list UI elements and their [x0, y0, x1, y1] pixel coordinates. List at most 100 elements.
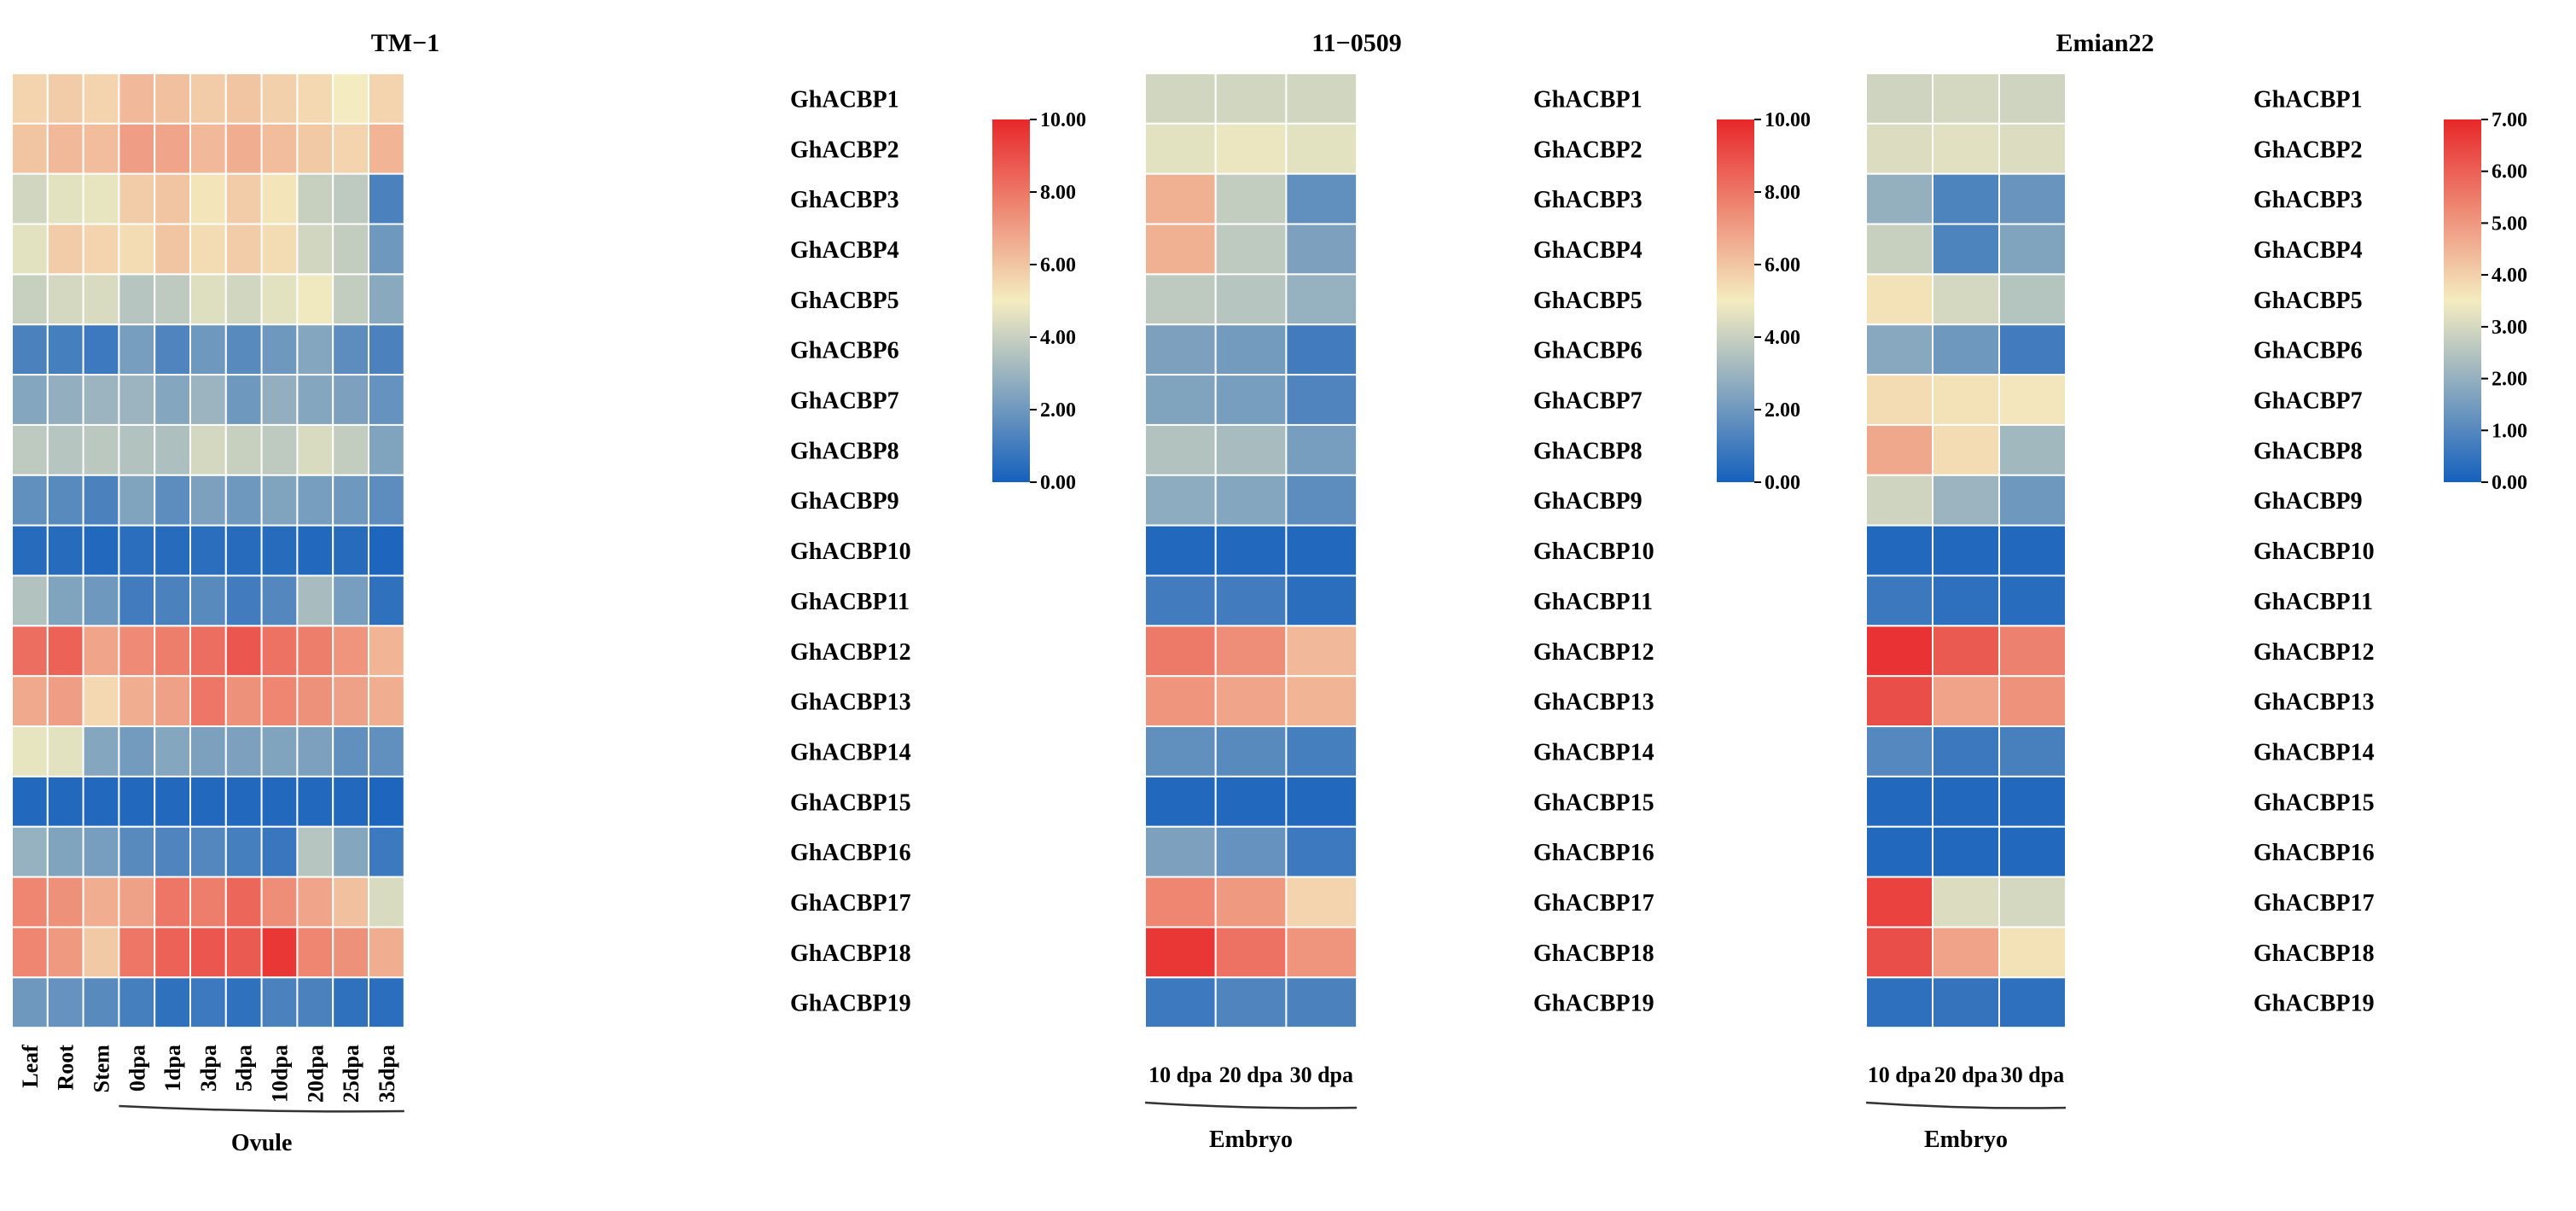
heatmap-cell — [189, 423, 227, 476]
heatmap-cell — [82, 524, 120, 577]
heatmap-cell — [118, 825, 156, 878]
row-label: GhACBP2 — [790, 137, 899, 163]
heatmap-cell — [1214, 574, 1288, 627]
row-label: GhACBP10 — [790, 539, 911, 565]
heatmap-cell — [1214, 825, 1288, 878]
heatmap-cell — [11, 725, 49, 777]
heatmap-cell — [46, 825, 84, 878]
colorbar — [992, 119, 1030, 482]
heatmap-cell — [11, 374, 49, 426]
row-label: GhACBP15 — [790, 789, 911, 816]
heatmap-cell — [154, 976, 191, 1029]
heatmap-cell — [82, 675, 120, 728]
group-bracket — [119, 1104, 404, 1113]
row-label: GhACBP17 — [2253, 890, 2375, 917]
heatmap-cell — [1144, 223, 1217, 276]
heatmap-cell — [1214, 675, 1288, 728]
heatmap-cell — [11, 524, 49, 577]
heatmap-cell — [189, 976, 227, 1029]
heatmap-cell — [1214, 323, 1288, 376]
heatmap-cell — [224, 73, 263, 125]
heatmap-cell — [1144, 675, 1217, 728]
row-label: GhACBP12 — [2253, 639, 2375, 666]
heatmap-cell — [368, 223, 405, 276]
heatmap-cell — [224, 775, 263, 828]
row-label: GhACBP5 — [790, 288, 899, 314]
heatmap-cell — [1214, 73, 1288, 125]
heatmap-cell — [11, 273, 49, 326]
heatmap-cell — [1214, 474, 1288, 527]
heatmap-cell — [1144, 273, 1217, 326]
heatmap-cell — [224, 273, 263, 326]
row-label: GhACBP15 — [2253, 789, 2375, 816]
colorbar-tick-label: 4.00 — [2492, 265, 2527, 287]
heatmap-cell — [296, 625, 334, 678]
panel-tm1: TM−1 GhACBP1 GhACBP2 GhACBP3 GhACBP4 GhACBP5 G… — [11, 29, 1086, 1156]
colorbar-tick-label: 2.00 — [2492, 369, 2527, 391]
heatmap-cell — [1998, 474, 2067, 527]
heatmap-cell — [154, 524, 191, 577]
heatmap-cell — [189, 625, 227, 678]
heatmap-cell — [11, 423, 49, 476]
heatmap-cell — [189, 172, 227, 225]
heatmap-cell — [1865, 273, 1933, 326]
heatmap-cell — [118, 273, 156, 326]
heatmap-cell — [82, 825, 120, 878]
heatmap-cell — [296, 172, 334, 225]
heatmap-cell — [154, 675, 191, 728]
heatmap-cell — [260, 725, 299, 777]
heatmap-cell — [260, 423, 299, 476]
heatmap-cell — [260, 223, 299, 276]
heatmap-cell — [368, 524, 405, 577]
heatmap-cell — [11, 675, 49, 728]
heatmap-cell — [1214, 223, 1288, 276]
heatmap-cell — [368, 574, 405, 627]
row-label: GhACBP5 — [1533, 288, 1643, 314]
heatmap-cell — [189, 474, 227, 527]
heatmap-cell — [46, 725, 84, 777]
colorbar-tick-label: 0.00 — [2492, 472, 2527, 494]
row-label: GhACBP16 — [1533, 840, 1654, 866]
heatmap-cell — [118, 122, 156, 175]
heatmap-cell — [1144, 172, 1217, 225]
heatmap-cell — [368, 876, 405, 929]
heatmap-cell — [118, 323, 156, 376]
heatmap-cell — [260, 675, 299, 728]
heatmap-cell — [296, 474, 334, 527]
heatmap-cell — [1214, 423, 1288, 476]
row-label: GhACBP19 — [1533, 991, 1654, 1017]
heatmap-cell — [154, 625, 191, 678]
heatmap-cell — [1865, 223, 1933, 276]
heatmap-cell — [296, 73, 334, 125]
heatmap-cell — [154, 423, 191, 476]
heatmap-cell — [189, 223, 227, 276]
heatmap-cell — [332, 172, 370, 225]
heatmap-cell — [11, 323, 49, 376]
heatmap-cell — [1865, 876, 1933, 929]
heatmap-cell — [118, 474, 156, 527]
heatmap-cell — [224, 423, 263, 476]
row-label: GhACBP12 — [790, 639, 911, 666]
heatmap-cell — [82, 775, 120, 828]
heatmap-cell — [1932, 423, 2000, 476]
row-label: GhACBP10 — [1533, 539, 1654, 565]
column-label: 0dpa — [125, 1045, 149, 1092]
panel-title: Emian22 — [2056, 29, 2154, 57]
heatmap-cell — [1865, 926, 1933, 979]
heatmap-cell — [1285, 725, 1358, 777]
heatmap-cell — [46, 574, 84, 627]
heatmap-cell — [1285, 273, 1358, 326]
heatmap-cell — [260, 172, 299, 225]
heatmap-cell — [368, 73, 405, 125]
heatmap-cell — [189, 273, 227, 326]
group-bracket — [1144, 1101, 1358, 1109]
row-label: GhACBP13 — [2253, 690, 2375, 716]
heatmap-cell — [11, 775, 49, 828]
column-label: 30 dpa — [1290, 1063, 1353, 1087]
heatmap-cell — [1998, 374, 2067, 426]
heatmap-cell — [1865, 524, 1933, 577]
heatmap-cell — [332, 524, 370, 577]
column-label: 30 dpa — [2001, 1063, 2064, 1087]
heatmap-cell — [224, 172, 263, 225]
heatmap-cell — [11, 976, 49, 1029]
